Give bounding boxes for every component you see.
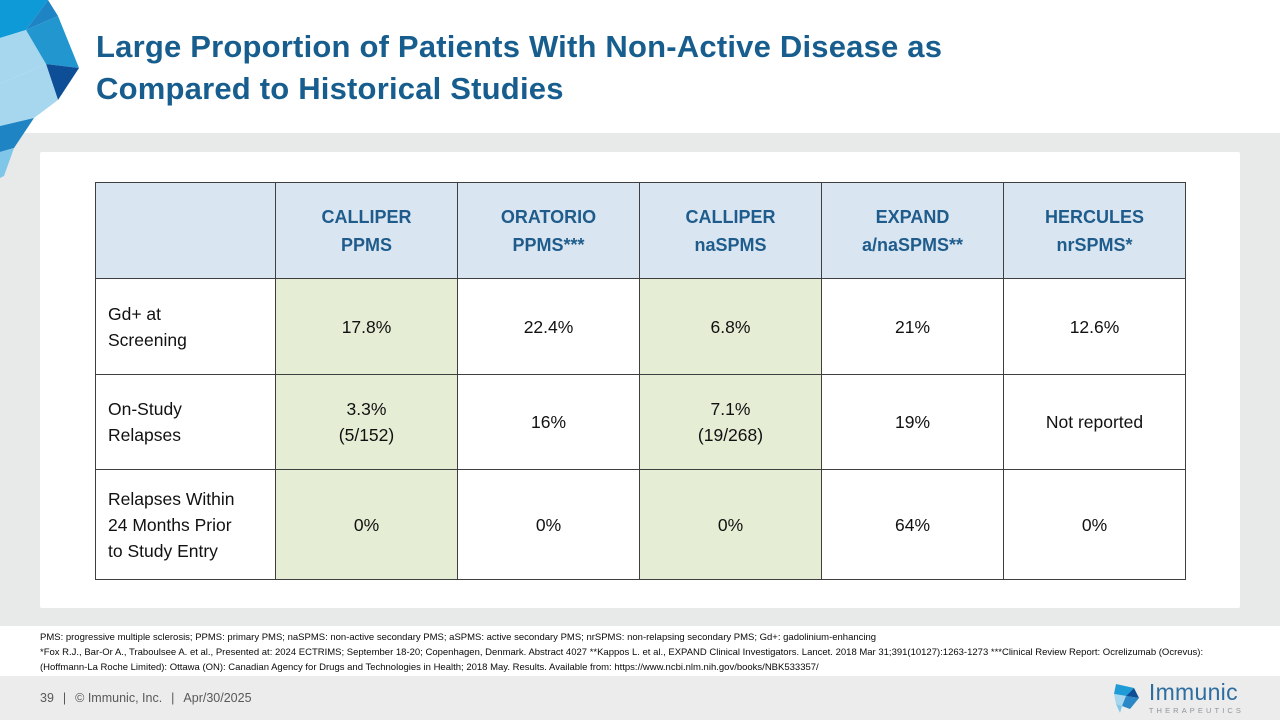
cell-relapse-hercules: Not reported bbox=[1003, 374, 1186, 470]
brand-text: Immunic THERAPEUTICS bbox=[1149, 681, 1244, 715]
header-empty-cell bbox=[95, 182, 276, 279]
footnote-abbreviations: PMS: progressive multiple sclerosis; PPM… bbox=[40, 632, 877, 643]
immunic-crystal-logo-small-icon bbox=[1113, 684, 1139, 713]
footnote-references-cont: (Hoffmann-La Roche Limited): Ottawa (ON)… bbox=[40, 661, 819, 673]
study-comparison-table: CALLIPER PPMS ORATORIO PPMS*** CALLIPER … bbox=[95, 182, 1186, 580]
cell-relapse-expand: 19% bbox=[821, 374, 1004, 470]
cell-relapse-calliper-ppms: 3.3% (5/152) bbox=[275, 374, 458, 470]
table-row: Gd+ at Screening 17.8% 22.4% 6.8% 21% 12… bbox=[95, 278, 1186, 375]
header-hercules-nrspms: HERCULES nrSPMS* bbox=[1003, 182, 1186, 279]
footnote-references: *Fox R.J., Bar-Or A., Traboulsee A. et a… bbox=[40, 646, 1204, 658]
cell-gd-expand: 21% bbox=[821, 278, 1004, 375]
copyright-text: © Immunic, Inc. bbox=[75, 691, 163, 705]
table-header-row: CALLIPER PPMS ORATORIO PPMS*** CALLIPER … bbox=[95, 182, 1186, 279]
cell-gd-calliper-naspms: 6.8% bbox=[639, 278, 822, 375]
immunic-crystal-logo-icon bbox=[0, 0, 79, 178]
brand-name: Immunic bbox=[1148, 679, 1238, 706]
cell-24mo-calliper-naspms: 0% bbox=[639, 469, 822, 580]
table-row: On-Study Relapses 3.3% (5/152) 16% 7.1% … bbox=[95, 374, 1186, 470]
slide-title-line2: Compared to Historical Studies bbox=[96, 71, 564, 106]
table-row: Relapses Within 24 Months Prior to Study… bbox=[95, 469, 1186, 580]
cell-gd-oratorio: 22.4% bbox=[457, 278, 640, 375]
header-expand-naspms: EXPAND a/naSPMS** bbox=[821, 182, 1004, 279]
footer-bar: 39 | © Immunic, Inc. | Apr/30/2025 Immun… bbox=[0, 676, 1280, 720]
row-label-relapses-24mo: Relapses Within 24 Months Prior to Study… bbox=[95, 469, 276, 580]
cell-gd-calliper-ppms: 17.8% bbox=[275, 278, 458, 375]
page-number: 39 bbox=[40, 691, 54, 705]
footnotes-block: PMS: progressive multiple sclerosis; PPM… bbox=[0, 626, 1280, 676]
footer-meta: 39 | © Immunic, Inc. | Apr/30/2025 bbox=[40, 691, 252, 705]
header-oratorio-ppms: ORATORIO PPMS*** bbox=[457, 182, 640, 279]
footer-brand: Immunic THERAPEUTICS bbox=[1112, 681, 1244, 715]
footer-date: Apr/30/2025 bbox=[183, 691, 252, 705]
brand-tagline: THERAPEUTICS bbox=[1148, 706, 1244, 716]
footer-separator: | bbox=[171, 691, 175, 705]
row-label-gd-screening: Gd+ at Screening bbox=[95, 278, 276, 375]
cell-relapse-oratorio: 16% bbox=[457, 374, 640, 470]
header-calliper-ppms: CALLIPER PPMS bbox=[275, 182, 458, 279]
slide-title-line1: Large Proportion of Patients With Non-Ac… bbox=[96, 29, 943, 64]
cell-24mo-calliper-ppms: 0% bbox=[275, 469, 458, 580]
cell-relapse-calliper-naspms: 7.1% (19/268) bbox=[639, 374, 822, 470]
slide-title: Large Proportion of Patients With Non-Ac… bbox=[96, 26, 1196, 110]
row-label-on-study-relapses: On-Study Relapses bbox=[95, 374, 276, 470]
cell-gd-hercules: 12.6% bbox=[1003, 278, 1186, 375]
cell-24mo-expand: 64% bbox=[821, 469, 1004, 580]
cell-24mo-hercules: 0% bbox=[1003, 469, 1186, 580]
footer-separator: | bbox=[62, 691, 67, 705]
cell-24mo-oratorio: 0% bbox=[457, 469, 640, 580]
header-calliper-naspms: CALLIPER naSPMS bbox=[639, 182, 822, 279]
